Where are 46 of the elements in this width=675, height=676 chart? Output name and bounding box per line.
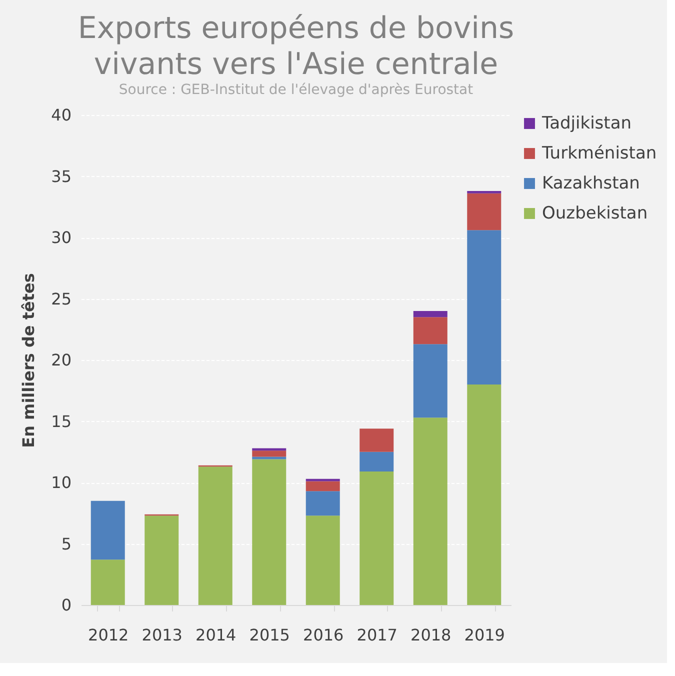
bar [360,471,394,605]
x-tick-label: 2015 [249,626,290,644]
bar [252,448,286,451]
legend-label: Kazakhstan [542,174,640,194]
bar [467,384,502,605]
legend-label: Tadjikistan [541,114,632,134]
y-tick-label: 5 [61,534,72,554]
y-tick-label: 20 [51,350,72,370]
bar [306,481,340,492]
bar [413,344,448,418]
y-tick-label: 10 [51,473,72,492]
bar [413,311,448,318]
y-axis-title: En milliers de têtes [19,273,38,448]
bar [252,459,286,605]
bar [306,516,340,605]
bar [360,452,394,472]
x-tick-label: 2019 [464,626,505,644]
chart-title: Exports européens de bovins vivants vers l'Asie centrale [78,11,514,82]
x-tick-label: 2018 [410,626,452,644]
bar [90,560,125,605]
legend-label: Ouzbekistan [542,204,648,224]
x-tick-label: 2016 [303,626,344,644]
bar [360,428,394,452]
x-tick-label: 2017 [356,626,398,644]
y-tick-label: 30 [51,228,72,247]
bar [90,500,125,560]
bar [252,450,286,457]
y-tick-label: 40 [51,106,72,124]
y-tick-label: 25 [51,289,72,308]
chart-subtitle: Source : GEB-Institut de l'élevage d'après Eurostat [118,82,474,98]
bar [306,478,340,482]
x-tick-label: 2012 [88,626,129,644]
x-tick-label: 2014 [196,626,236,644]
bar [467,193,502,230]
y-tick-label: 15 [51,412,72,431]
bar [413,317,448,344]
bar [144,516,179,605]
legend-label: Turkménistan [541,144,657,164]
y-tick-label: 35 [51,166,72,186]
bar [306,491,340,516]
bar [467,230,502,384]
bar [413,418,448,605]
x-tick-label: 2013 [142,626,182,644]
y-tick-label: 0 [61,596,72,614]
bar [467,190,502,194]
bar [198,466,232,605]
